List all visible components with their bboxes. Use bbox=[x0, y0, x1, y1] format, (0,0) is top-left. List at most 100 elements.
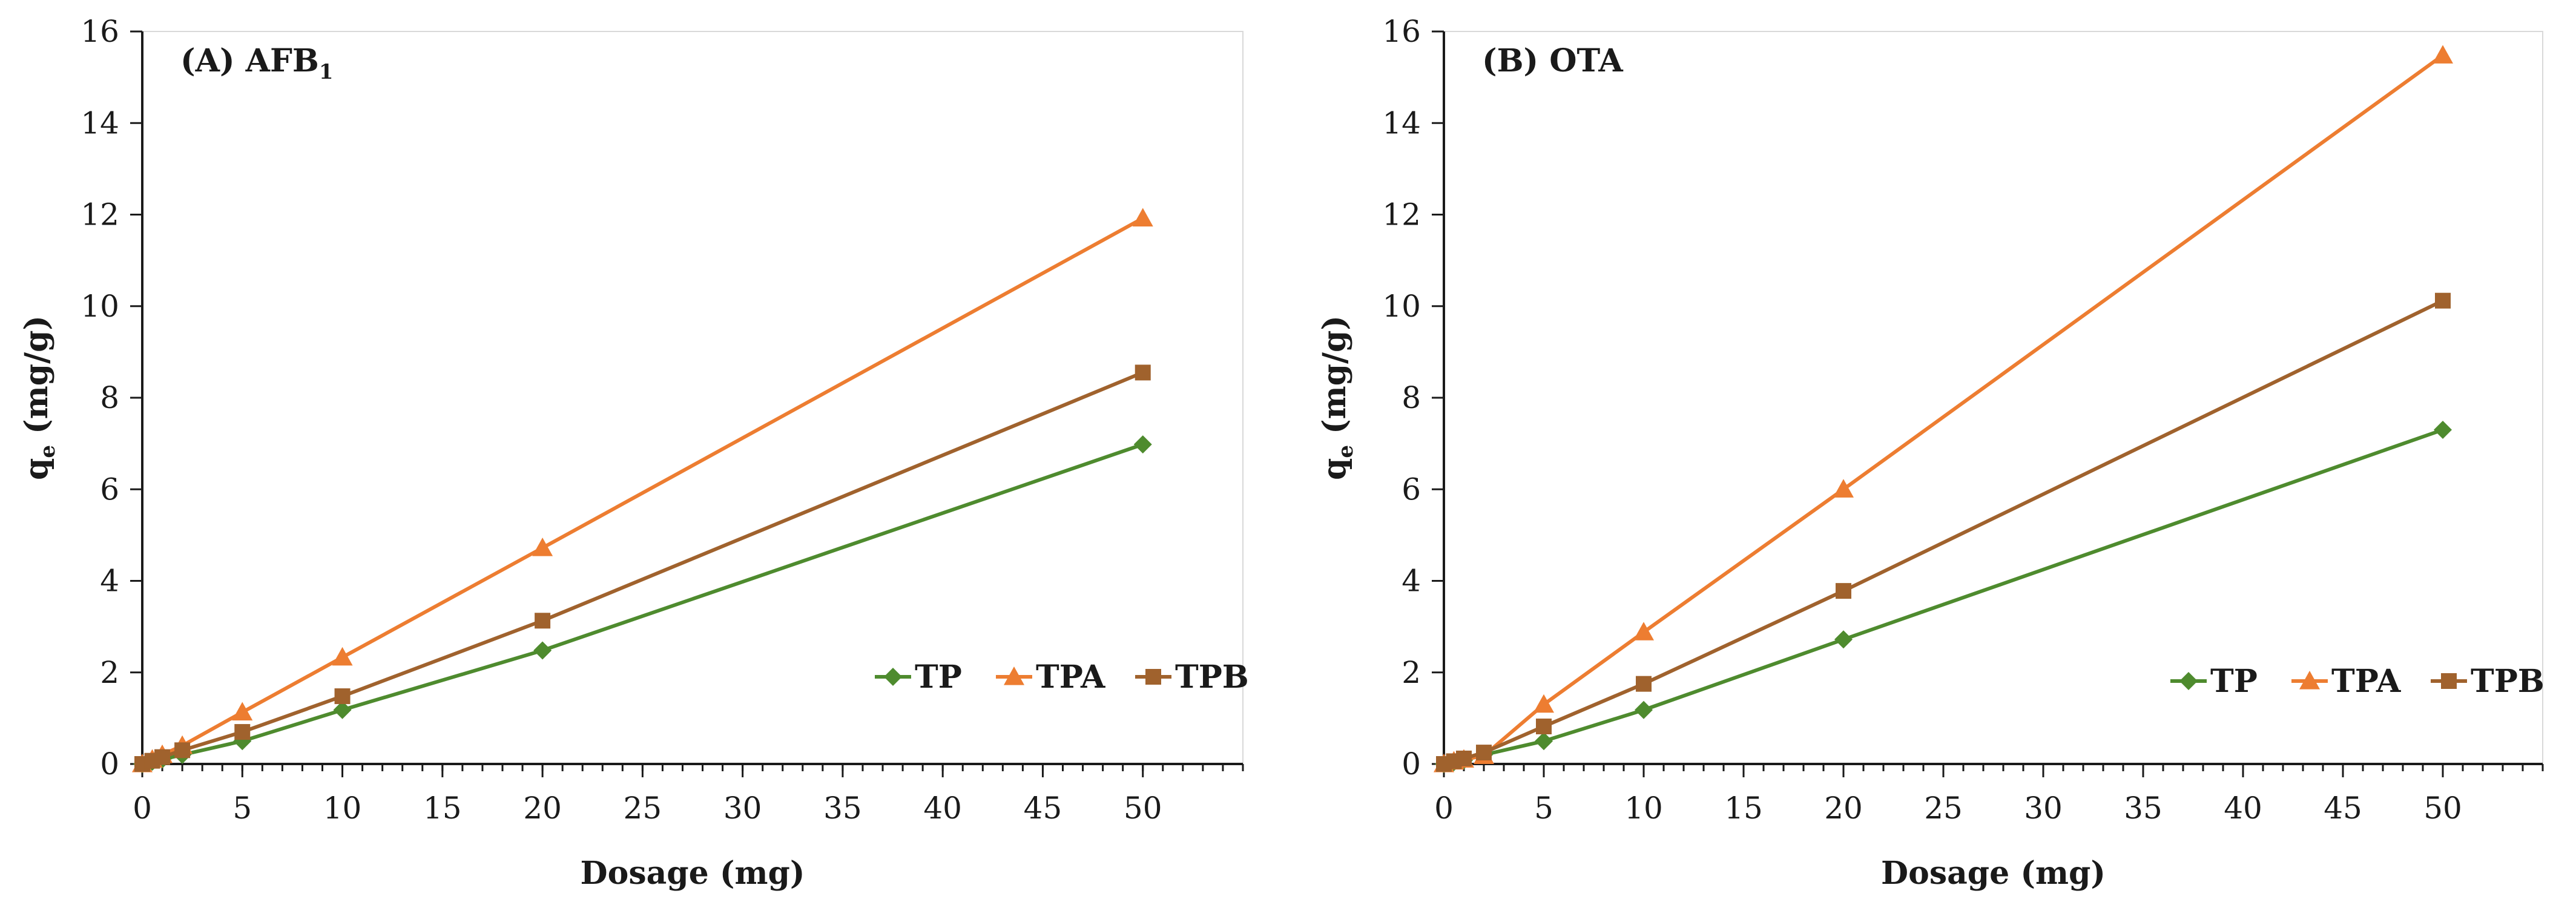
data-point bbox=[2435, 292, 2451, 309]
x-tick-label: 10 bbox=[323, 791, 362, 826]
series-tp bbox=[133, 435, 1152, 773]
x-tick-label: 0 bbox=[1434, 791, 1454, 826]
legend-marker-tpb bbox=[1145, 669, 1161, 685]
x-tick-label: 40 bbox=[923, 791, 962, 826]
x-tick-label: 45 bbox=[1024, 791, 1062, 826]
series-tpb bbox=[134, 364, 1151, 772]
legend-label-tp: TP bbox=[2210, 663, 2258, 700]
data-point bbox=[1476, 745, 1492, 761]
x-axis-title: Dosage (mg) bbox=[581, 855, 805, 892]
x-tick-label: 5 bbox=[232, 791, 252, 826]
series-tpa bbox=[1434, 45, 2453, 772]
data-point bbox=[1633, 622, 1654, 640]
x-tick-label: 35 bbox=[2124, 791, 2163, 826]
legend-label-tpa: TPA bbox=[2331, 663, 2401, 700]
data-point bbox=[234, 724, 251, 740]
series-tpb bbox=[1436, 292, 2451, 772]
data-point bbox=[1133, 435, 1152, 454]
x-tick-label: 25 bbox=[624, 791, 662, 826]
y-tick-label: 14 bbox=[81, 105, 119, 140]
panel-title: (A) AFB1 bbox=[180, 42, 334, 84]
y-tick-label: 0 bbox=[100, 746, 119, 782]
x-tick-label: 5 bbox=[1534, 791, 1553, 826]
y-tick-label: 6 bbox=[1402, 472, 1421, 507]
x-tick-label: 0 bbox=[133, 791, 152, 826]
series-line-tp bbox=[1443, 428, 2443, 766]
data-point bbox=[1834, 630, 1853, 649]
legend-marker-tp bbox=[884, 668, 902, 686]
x-tick-label: 30 bbox=[723, 791, 762, 826]
legend-marker-tpb bbox=[2441, 673, 2457, 689]
y-tick-label: 12 bbox=[81, 197, 119, 232]
x-tick-label: 50 bbox=[1124, 791, 1162, 826]
x-tick-label: 30 bbox=[2024, 791, 2063, 826]
legend-label-tp: TP bbox=[915, 659, 962, 696]
legend-marker-tp bbox=[2179, 672, 2198, 690]
data-point bbox=[2433, 45, 2453, 64]
data-point bbox=[535, 613, 551, 629]
data-point bbox=[333, 700, 352, 719]
legend: TP TPA TPB bbox=[875, 659, 1249, 696]
data-point bbox=[1836, 583, 1851, 599]
data-point bbox=[1533, 694, 1554, 713]
legend: TP TPA TPB bbox=[2170, 663, 2545, 700]
data-point bbox=[532, 538, 553, 556]
x-tick-label: 10 bbox=[1624, 791, 1663, 826]
chart-panel-b: 0 5 10 15 20 25 30 35 40 45 50 0 2 4 6 8 10 12 14 16 Dosage … bbox=[1316, 14, 2545, 892]
y-tick-label: 10 bbox=[81, 289, 119, 324]
x-tick-label: 45 bbox=[2324, 791, 2362, 826]
data-point bbox=[1535, 732, 1553, 751]
chart-panel-a: 0 5 10 15 20 25 30 35 40 45 50 0 2 4 6 8 10 12 14 16 Dosage … bbox=[18, 14, 1249, 892]
series-tp bbox=[1435, 420, 2452, 773]
y-tick-label: 12 bbox=[1382, 197, 1421, 232]
x-axis-title: Dosage (mg) bbox=[1881, 855, 2106, 892]
data-point bbox=[1635, 700, 1653, 719]
data-point bbox=[1456, 750, 1472, 766]
series-line-tpb bbox=[142, 370, 1144, 766]
plot-area-border bbox=[1443, 31, 2543, 765]
data-point bbox=[2434, 420, 2452, 439]
data-point bbox=[332, 647, 353, 666]
x-tick-label: 35 bbox=[823, 791, 862, 826]
legend-label-tpb: TPB bbox=[2471, 663, 2545, 700]
y-tick-label: 4 bbox=[100, 564, 119, 599]
data-point bbox=[154, 749, 171, 765]
y-tick-label: 0 bbox=[1402, 746, 1421, 782]
x-tick-label: 20 bbox=[523, 791, 562, 826]
y-tick-label: 6 bbox=[100, 472, 119, 507]
data-point bbox=[1536, 718, 1552, 734]
y-tick-label: 10 bbox=[1382, 289, 1421, 324]
x-tick-label: 40 bbox=[2224, 791, 2262, 826]
data-point bbox=[1636, 676, 1652, 692]
series-line-tpa bbox=[1443, 53, 2444, 766]
series-line-tpa bbox=[141, 216, 1144, 766]
y-axis-title: qe (mg/g) bbox=[18, 315, 60, 480]
x-tick-label: 50 bbox=[2423, 791, 2462, 826]
y-tick-label: 14 bbox=[1382, 105, 1421, 140]
y-tick-label: 16 bbox=[1382, 14, 1421, 49]
panel-title: (B) OTA bbox=[1482, 42, 1623, 79]
y-tick-label: 2 bbox=[1402, 655, 1421, 690]
data-point bbox=[1833, 479, 1854, 498]
data-point bbox=[232, 702, 253, 721]
y-tick-label: 2 bbox=[100, 655, 119, 690]
x-tick-label: 20 bbox=[1824, 791, 1863, 826]
data-point bbox=[533, 641, 552, 660]
data-point bbox=[1132, 208, 1153, 227]
y-tick-label: 4 bbox=[1402, 564, 1421, 599]
data-point bbox=[334, 688, 351, 705]
series-tpa bbox=[132, 208, 1153, 772]
y-tick-label: 16 bbox=[81, 14, 119, 49]
data-point bbox=[1135, 364, 1151, 381]
y-tick-label: 8 bbox=[1402, 380, 1421, 415]
legend-marker-tpa bbox=[2299, 671, 2320, 690]
data-point bbox=[174, 742, 191, 759]
x-tick-label: 15 bbox=[1724, 791, 1763, 826]
series-line-tpb bbox=[1443, 298, 2444, 766]
legend-label-tpa: TPA bbox=[1036, 659, 1105, 696]
legend-marker-tpa bbox=[1004, 667, 1024, 685]
x-tick-label: 25 bbox=[1924, 791, 1963, 826]
y-tick-label: 8 bbox=[100, 380, 119, 415]
y-axis-title: qe (mg/g) bbox=[1316, 315, 1358, 480]
